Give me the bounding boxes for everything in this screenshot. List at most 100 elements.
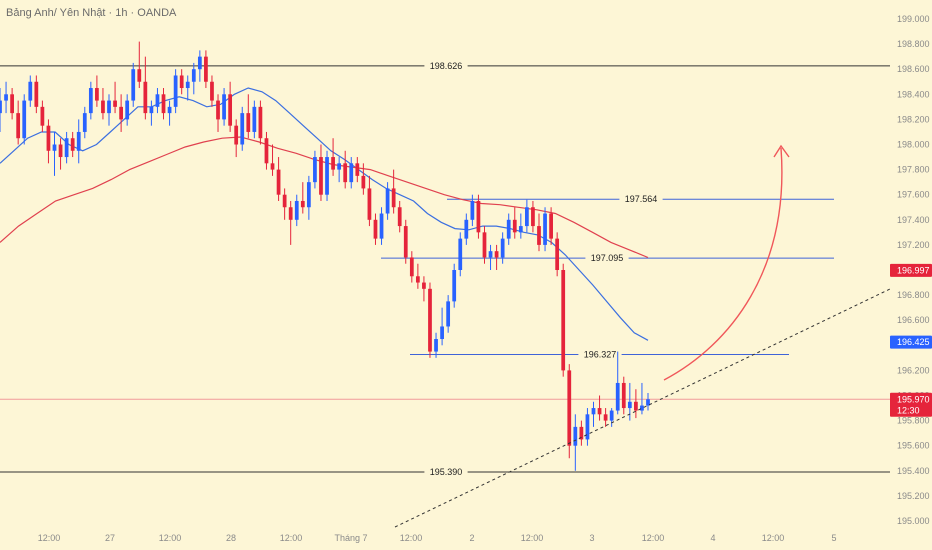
candle [355, 157, 360, 183]
candle [573, 414, 578, 471]
candle [300, 182, 305, 214]
y-tick-label: 197.600 [897, 190, 930, 200]
candle-body [10, 94, 14, 114]
candle-body [621, 382, 626, 409]
candle-body [403, 226, 408, 258]
candle-body [228, 94, 233, 126]
candle [331, 138, 335, 176]
candle [95, 75, 99, 107]
candle-body [603, 414, 608, 421]
candle-body [343, 163, 348, 183]
candle [197, 50, 202, 82]
candle-body [518, 226, 523, 233]
x-tick-label: 12:00 [159, 533, 182, 543]
candle-body [525, 207, 529, 227]
y-tick-label: 195.400 [897, 466, 930, 476]
candle [10, 88, 14, 120]
candle [579, 420, 584, 446]
y-tick-label: 198.800 [897, 39, 930, 49]
y-tick-label: 197.800 [897, 165, 930, 175]
candle-body [76, 131, 81, 151]
price-badge-label: 195.970 [897, 394, 930, 404]
candle [216, 94, 220, 132]
candle-body [319, 157, 323, 195]
candle-body [494, 251, 499, 258]
candle [16, 100, 21, 145]
candle-body [458, 238, 463, 270]
candle [385, 182, 390, 220]
candle-body [246, 113, 251, 132]
candle [234, 119, 239, 158]
candle [452, 263, 457, 308]
candle-body [331, 157, 335, 170]
candle-body [470, 200, 475, 220]
candle [125, 94, 130, 126]
candle-body [325, 157, 329, 195]
x-tick-label: 12:00 [280, 533, 303, 543]
price-badge-label: 196.997 [897, 265, 930, 275]
candle-body [252, 106, 257, 132]
candle [591, 401, 596, 427]
candle [397, 200, 402, 233]
candle [325, 150, 329, 201]
candle [525, 199, 529, 233]
candle [179, 69, 184, 95]
candle [313, 150, 317, 189]
candle-body [155, 94, 160, 107]
candle [373, 213, 378, 245]
y-tick-label: 199.000 [897, 14, 930, 24]
x-tick-label: 28 [226, 533, 236, 543]
candle [464, 213, 469, 245]
candle-body [173, 75, 178, 107]
candle [555, 232, 560, 277]
candle [470, 194, 475, 227]
candle-body [22, 100, 27, 139]
y-tick-label: 195.000 [897, 516, 930, 526]
candle-body [149, 106, 154, 114]
candle [88, 81, 93, 120]
y-tick-label: 198.600 [897, 64, 930, 74]
candle-body [270, 163, 275, 170]
level-label-bg [424, 59, 468, 72]
candle-body [349, 163, 354, 183]
candle-body [464, 219, 469, 239]
candle [264, 131, 269, 170]
chart-title: Bảng Anh/ Yên Nhật · 1h · OANDA [6, 7, 177, 19]
level-label: 197.095 [591, 253, 624, 263]
candle [40, 100, 45, 132]
candle [64, 131, 69, 164]
candle-body [440, 326, 444, 340]
candle [155, 88, 160, 114]
candle-body [634, 401, 638, 411]
candle [476, 194, 481, 239]
candle [597, 395, 602, 421]
candle [4, 81, 8, 114]
candle-body [113, 100, 117, 107]
candle [621, 376, 626, 415]
candle [276, 157, 281, 201]
candle-body [234, 125, 239, 145]
x-tick-label: 12:00 [38, 533, 61, 543]
candle-body [0, 100, 2, 114]
candle [167, 100, 172, 126]
candle-body [46, 125, 51, 151]
candle-body [258, 106, 263, 139]
candle-body [119, 106, 123, 120]
price-badge [890, 335, 932, 349]
candle-body [512, 219, 517, 233]
candle-body [216, 100, 220, 120]
candle-body [264, 138, 269, 164]
candle-body [446, 301, 451, 327]
ma-line [0, 136, 649, 259]
candle [28, 75, 33, 107]
candle [131, 62, 136, 107]
candle [22, 94, 27, 145]
candle-body [40, 106, 45, 126]
candle-body [16, 113, 21, 139]
candle [0, 88, 2, 132]
candle-body [543, 213, 547, 245]
y-tick-label: 196.200 [897, 365, 930, 375]
candle-body [125, 100, 130, 120]
